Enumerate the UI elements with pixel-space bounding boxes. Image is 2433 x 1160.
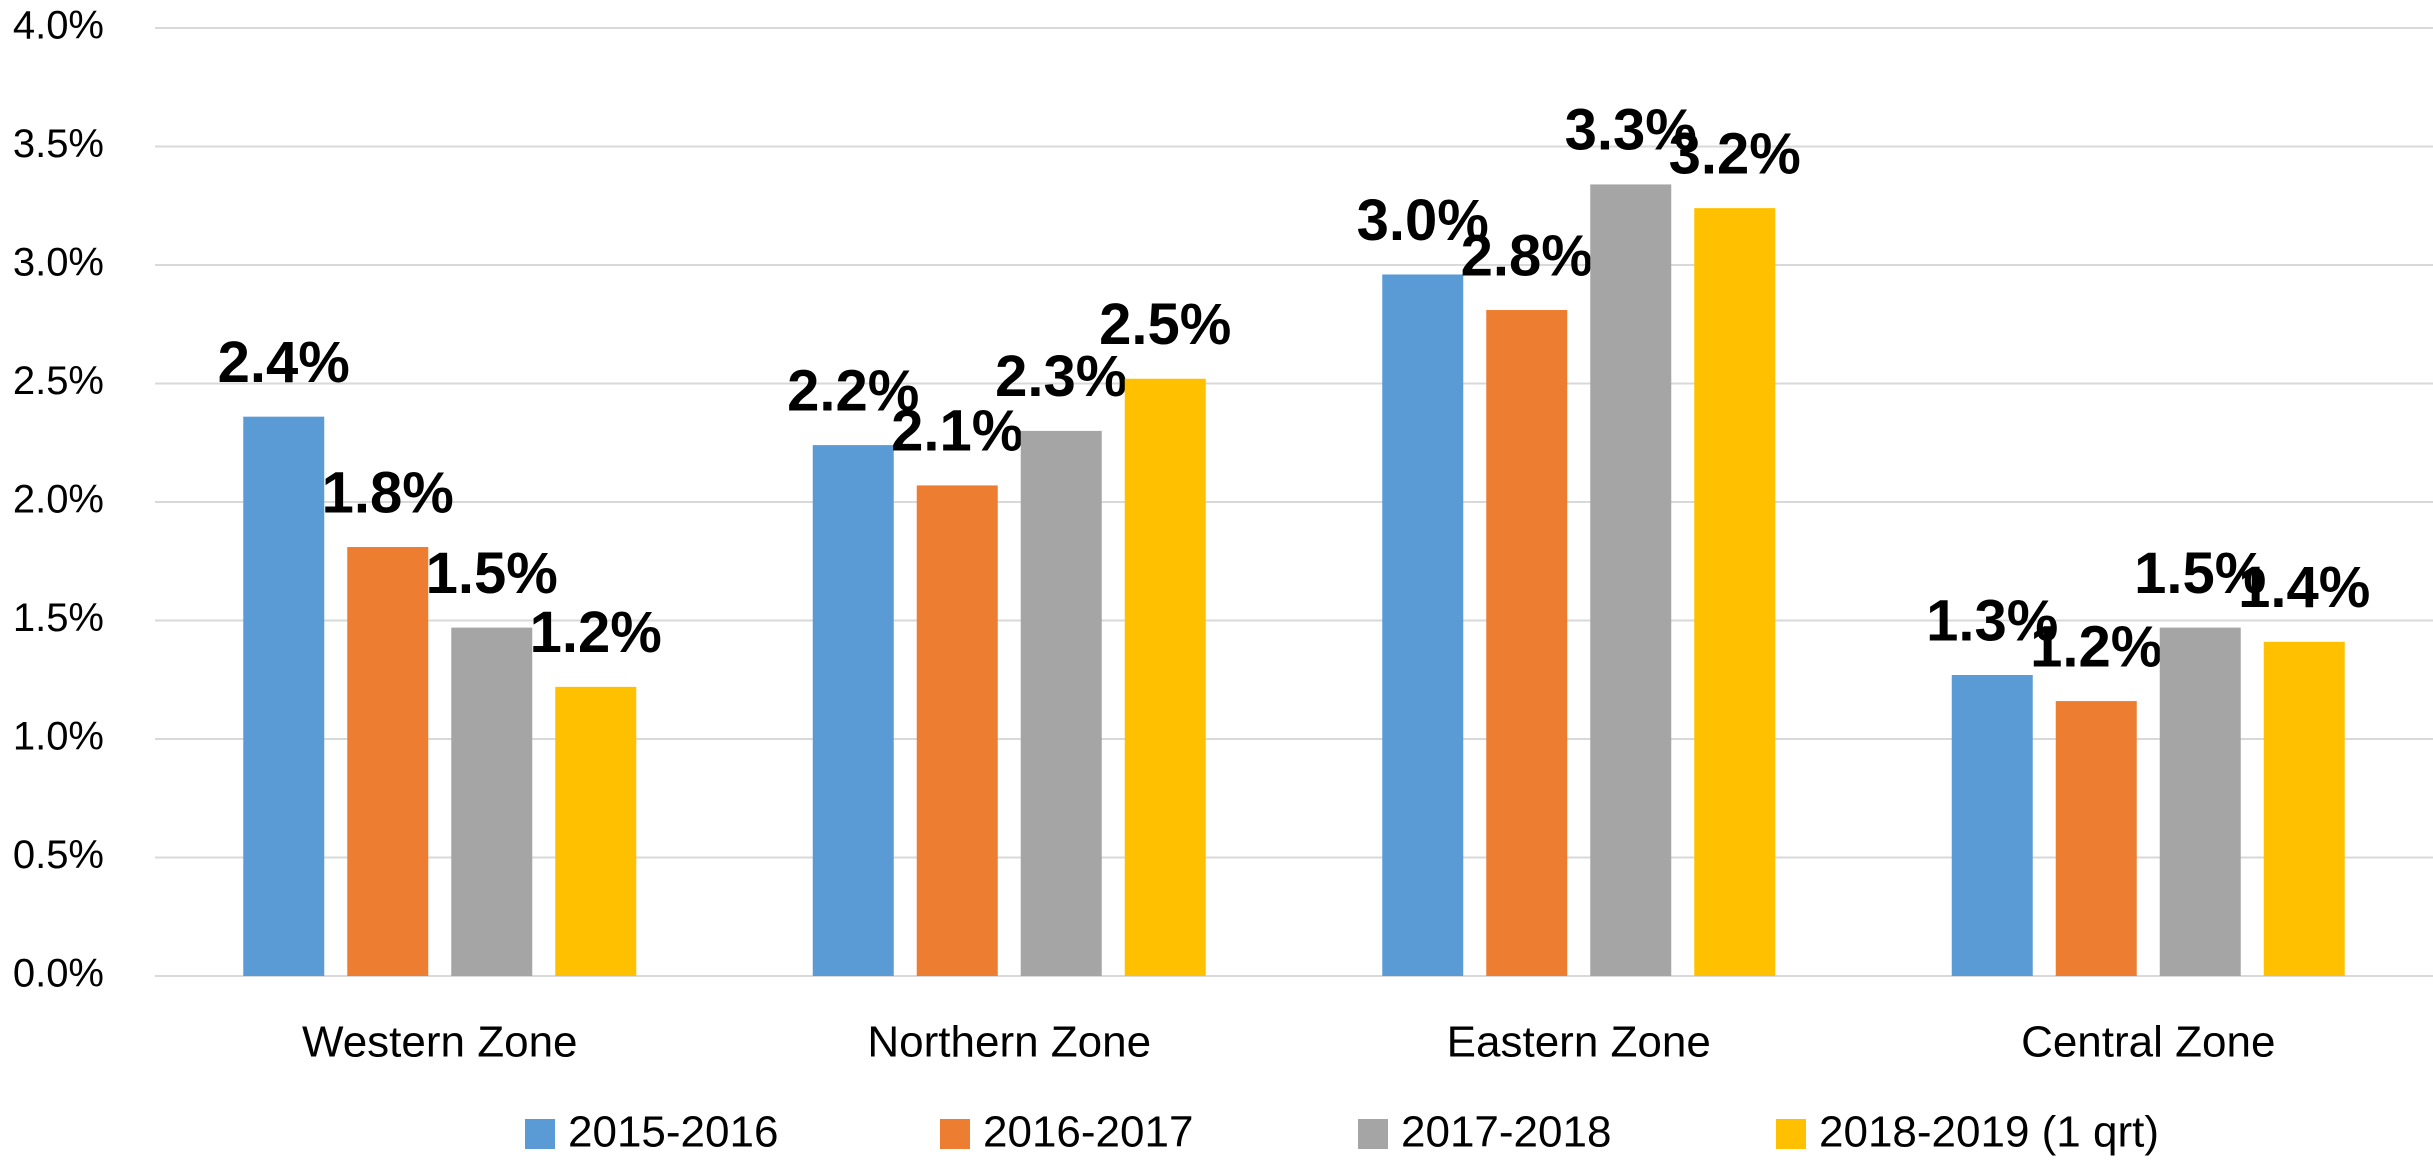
data-label: 1.4%	[2238, 555, 2370, 620]
y-tick-label: 0.0%	[13, 952, 104, 996]
bar	[2055, 701, 2137, 976]
y-tick-label: 3.5%	[13, 122, 104, 166]
data-label: 2.3%	[995, 344, 1127, 409]
data-label: 1.5%	[426, 541, 558, 606]
bar	[555, 686, 637, 976]
bar	[1694, 208, 1776, 976]
bar	[243, 416, 325, 976]
data-label: 1.2%	[2030, 614, 2162, 679]
legend-label: 2018-2019 (1 qrt)	[1819, 1108, 2159, 1157]
y-tick-label: 1.0%	[13, 715, 104, 759]
legend-swatch	[940, 1119, 970, 1149]
legend-swatch	[1776, 1119, 1806, 1149]
data-label: 1.5%	[2134, 541, 2266, 606]
legend-swatch	[1358, 1119, 1388, 1149]
bar	[812, 445, 894, 976]
bar	[916, 485, 998, 976]
x-tick-label: Eastern Zone	[1447, 1018, 1711, 1067]
data-label: 2.2%	[787, 358, 919, 423]
data-label: 2.4%	[218, 330, 350, 395]
bar	[1124, 378, 1206, 976]
data-label: 3.0%	[1357, 188, 1489, 253]
data-label: 1.3%	[1926, 588, 2058, 653]
data-label: 2.8%	[1461, 223, 1593, 288]
data-label: 2.5%	[1099, 292, 1231, 357]
bar	[1951, 675, 2033, 976]
y-tick-label: 3.0%	[13, 241, 104, 285]
bar	[2159, 627, 2241, 976]
data-label: 1.8%	[322, 460, 454, 525]
data-label: 2.1%	[891, 399, 1023, 464]
bar	[1590, 184, 1672, 977]
legend-label: 2015-2016	[568, 1108, 778, 1157]
y-tick-label: 1.5%	[13, 596, 104, 640]
legend-swatch	[525, 1119, 555, 1149]
bar	[1382, 274, 1464, 977]
y-tick-label: 2.5%	[13, 359, 104, 403]
data-label: 1.2%	[530, 600, 662, 665]
bar	[1020, 430, 1102, 976]
y-tick-label: 0.5%	[13, 833, 104, 877]
y-tick-label: 4.0%	[13, 4, 104, 48]
bar	[347, 547, 429, 976]
bar	[451, 627, 533, 976]
y-tick-label: 2.0%	[13, 478, 104, 522]
x-tick-label: Northern Zone	[867, 1018, 1151, 1067]
data-label: 3.2%	[1669, 121, 1801, 186]
data-label: 3.3%	[1565, 98, 1697, 163]
legend-label: 2016-2017	[983, 1108, 1193, 1157]
x-tick-label: Western Zone	[302, 1018, 578, 1067]
x-tick-label: Central Zone	[2021, 1018, 2275, 1067]
legend-label: 2017-2018	[1401, 1108, 1611, 1157]
bar	[1486, 310, 1568, 976]
bar	[2263, 641, 2345, 976]
